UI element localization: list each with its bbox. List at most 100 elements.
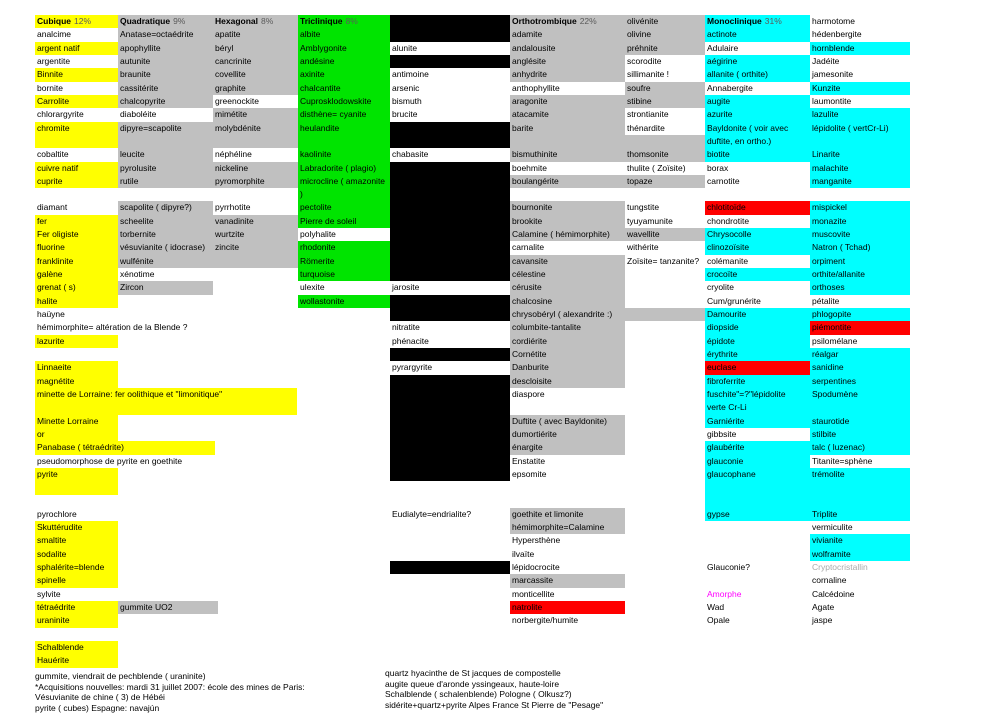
mineral-cell: sphalérite=blende [35, 561, 118, 575]
mineral-cell: fuschite"=?"lépidolite [705, 387, 810, 402]
mineral-cell: magnétite [35, 374, 118, 388]
mineral-cell: pyrite [35, 467, 118, 482]
mineral-cell: smaltite [35, 534, 118, 548]
mineral-cell: descloisite [510, 374, 625, 388]
mineral-cell: glaucophane [705, 467, 810, 482]
highlight-cell [390, 15, 510, 29]
mineral-cell: laumontite [812, 95, 852, 106]
mineral-cell: vésuvianite ( idocrase) [118, 241, 213, 255]
mineral-cell: hédenbergite [812, 29, 862, 40]
column-header-cubique: Cubique 12% [35, 15, 118, 29]
mineral-cell: barite [510, 121, 625, 135]
mineral-cell: réalgar [810, 348, 910, 362]
mineral-cell: trémolite [810, 467, 910, 482]
mineral-cell: crocoïte [705, 268, 810, 282]
mineral-cell: Zoïsite= tanzanite? [627, 255, 700, 266]
mineral-cell: lépidolite ( vertCr-Li) [810, 121, 910, 135]
mineral-cell: strontianite [627, 109, 669, 120]
mineral-cell: vanadinite [213, 214, 298, 229]
mineral-cell: Cuprosklodowskite [298, 94, 390, 109]
mineral-cell: cornaline [812, 575, 847, 586]
mineral-cell: cryolite [707, 282, 734, 293]
highlight-cell [705, 481, 810, 495]
column-header-label: Hexagonal [215, 16, 258, 26]
mineral-cell: vivianite [810, 534, 910, 548]
mineral-cell: Binnite [35, 68, 118, 82]
mineral-cell: Zircon [118, 281, 213, 295]
mineral-cell: haüyne [37, 309, 65, 320]
mineral-cell: thénardite [627, 122, 665, 133]
mineral-cell: duftite, en ortho.) [705, 134, 810, 149]
highlight-cell [390, 188, 510, 202]
mineral-cell: boehmite [512, 162, 547, 173]
mineral-cell: azurite [705, 108, 810, 122]
mineral-cell: carnalite [512, 242, 545, 253]
mineral-cell: atacamite [510, 108, 625, 122]
mineral-cell: cobaltite [37, 149, 69, 160]
mineral-cell: diaboléite [120, 109, 157, 120]
mineral-cell: anhydrite [510, 68, 625, 82]
mineral-cell: chondrotite [707, 215, 750, 226]
mineral-cell: Linarite [810, 148, 910, 162]
mineral-cell: cavansite [510, 254, 625, 269]
mineral-cell: Chrysocolle [705, 228, 810, 242]
mineral-cell: alunite [392, 42, 418, 53]
mineral-cell: braunite [118, 68, 213, 82]
mineral-cell: augite [705, 94, 810, 109]
mineral-cell: glaubérite [705, 441, 810, 455]
mineral-cell: célestine [510, 268, 625, 282]
column-header-label: Orthotrombique [512, 16, 577, 26]
mineral-cell: monazite [810, 214, 910, 229]
mineral-cell: bournonite [510, 201, 625, 215]
mineral-cell: cérusite [510, 281, 625, 295]
mineral-cell: brookite [510, 214, 625, 229]
column-header-label: Triclinique [300, 16, 343, 26]
mineral-cell: chalcosine [510, 294, 625, 309]
mineral-cell: pyromorphite [213, 174, 298, 189]
highlight-cell [390, 28, 510, 42]
mineral-cell: chlorargyrite [37, 109, 84, 120]
mineral-cell: xénotime [120, 269, 155, 280]
mineral-cell: harmotome [812, 16, 855, 26]
mineral-cell: mimétite [213, 108, 298, 122]
mineral-cell: wollastonite [298, 294, 390, 309]
mineral-cell: pyrolusite [118, 161, 213, 175]
mineral-cell: brucite [392, 109, 418, 120]
mineral-cell: Enstatite [512, 455, 546, 466]
highlight-cell [390, 241, 510, 255]
mineral-cell: néphéline [215, 149, 252, 160]
mineral-cell: malachite [810, 161, 910, 175]
mineral-cell: Amorphe [707, 588, 742, 599]
mineral-cell: carnotite [707, 175, 740, 186]
mineral-cell: rutile [118, 174, 213, 189]
mineral-cell: polyhalite [300, 229, 336, 240]
mineral-cell: colémanite [707, 255, 749, 266]
mineral-cell: aégirine [705, 54, 810, 69]
mineral-cell: wulfénite [118, 254, 213, 269]
highlight-cell [810, 481, 910, 495]
highlight-cell [35, 481, 118, 495]
mineral-cell: adamite [510, 28, 625, 42]
mineral-cell: allanite ( orthite) [705, 68, 810, 82]
mineral-cell: stilbite [810, 427, 910, 442]
mineral-cell: Amblygonite [298, 41, 390, 55]
mineral-cell: turquoise [298, 268, 390, 282]
mineral-cell: épidote [705, 334, 810, 348]
mineral-cell: bismuthinite [510, 148, 625, 162]
mineral-cell: topaze [625, 174, 705, 189]
mineral-cell: talc ( luzenac) [810, 441, 910, 455]
mineral-cell: disthène= cyanite [298, 108, 390, 122]
mineral-cell: apophyllite [118, 41, 213, 55]
mineral-cell: anglésite [510, 54, 625, 69]
mineral-cell: tétraédrite [35, 601, 118, 615]
mineral-cell: cordiérite [510, 334, 625, 348]
highlight-cell [213, 254, 298, 269]
mineral-cell: lazurite [35, 334, 118, 348]
highlight-cell [810, 401, 910, 415]
footer-note: augite queue d'aronde yssingeaux, haute-… [385, 678, 560, 689]
highlight-cell [213, 134, 298, 149]
mineral-cell: halite [35, 294, 118, 309]
mineral-cell: andalousite [510, 41, 625, 55]
highlight-cell [390, 54, 510, 69]
mineral-cell: minette de Lorraine: fer oolithique et "… [35, 387, 297, 402]
